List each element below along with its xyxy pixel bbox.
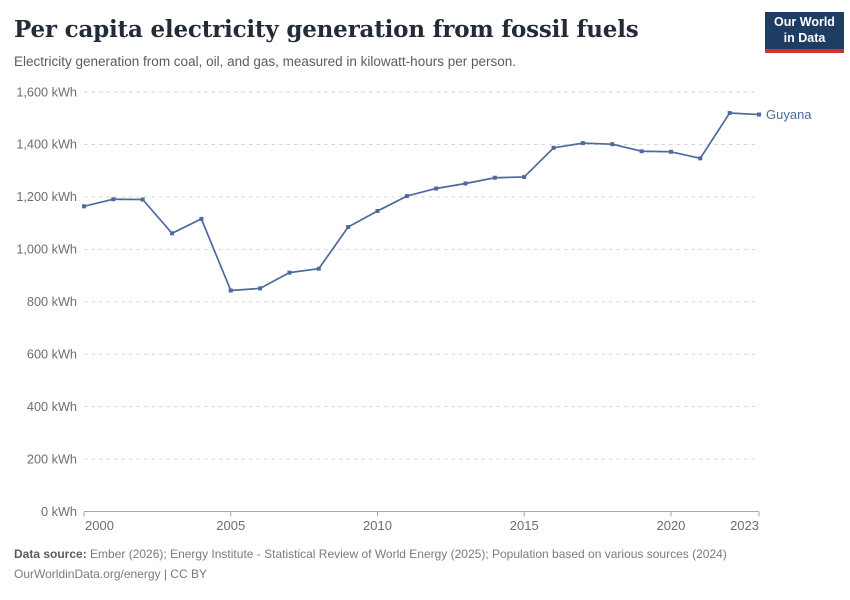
data-point-marker xyxy=(199,216,204,221)
entity-label: Guyana xyxy=(766,107,812,122)
x-tick-label: 2010 xyxy=(363,518,392,533)
data-source-text: Ember (2026); Energy Institute - Statist… xyxy=(86,547,727,561)
data-point-marker xyxy=(639,149,644,154)
data-point-marker xyxy=(287,270,292,275)
y-tick-label: 0 kWh xyxy=(41,505,77,519)
data-point-marker xyxy=(82,204,86,209)
data-point-marker xyxy=(434,186,439,191)
data-point-marker xyxy=(668,149,673,154)
data-source-line: Data source: Ember (2026); Energy Instit… xyxy=(14,544,814,564)
y-tick-label: 600 kWh xyxy=(27,347,77,361)
data-point-marker xyxy=(492,175,497,180)
y-tick-label: 400 kWh xyxy=(27,400,77,414)
x-tick-label: 2005 xyxy=(216,518,245,533)
data-point-marker xyxy=(727,110,732,115)
x-tick-label: 2015 xyxy=(510,518,539,533)
data-point-marker xyxy=(463,181,468,186)
data-point-marker xyxy=(580,141,585,146)
x-tick-label: 2000 xyxy=(85,518,114,533)
series-line xyxy=(83,112,760,292)
owid-logo-text: Our World in Data xyxy=(774,15,835,46)
data-point-marker xyxy=(228,288,233,293)
data-point-marker xyxy=(375,209,380,214)
owid-logo: Our World in Data xyxy=(765,12,844,53)
owid-logo-line2: in Data xyxy=(783,30,826,45)
data-point-marker xyxy=(551,145,556,150)
chart-title: Per capita electricity generation from f… xyxy=(14,16,639,43)
chart-footer: Data source: Ember (2026); Energy Instit… xyxy=(14,544,814,584)
data-point-marker xyxy=(404,194,409,199)
x-tick-label: 2020 xyxy=(656,518,685,533)
y-tick-label: 800 kWh xyxy=(27,295,77,309)
data-point-marker xyxy=(140,197,145,202)
data-point-marker xyxy=(316,266,321,271)
data-point-marker xyxy=(698,156,703,161)
data-point-marker xyxy=(610,142,615,147)
chart-subtitle: Electricity generation from coal, oil, a… xyxy=(14,54,516,69)
y-tick-label: 1,200 kWh xyxy=(16,190,77,204)
y-tick-label: 1,400 kWh xyxy=(16,138,77,152)
data-source-label: Data source: xyxy=(14,547,87,561)
data-point-marker xyxy=(111,197,116,202)
owid-logo-line1: Our World xyxy=(774,15,835,30)
y-tick-label: 1,600 kWh xyxy=(16,85,77,99)
y-tick-label: 200 kWh xyxy=(27,452,77,466)
data-point-marker xyxy=(258,286,263,291)
y-tick-label: 1,000 kWh xyxy=(16,243,77,257)
data-point-marker xyxy=(170,231,175,236)
data-point-marker xyxy=(757,112,761,117)
x-tick-label: 2023 xyxy=(730,518,759,533)
data-point-marker xyxy=(522,174,527,179)
license-line: OurWorldinData.org/energy | CC BY xyxy=(14,567,207,581)
data-point-marker xyxy=(346,225,351,230)
